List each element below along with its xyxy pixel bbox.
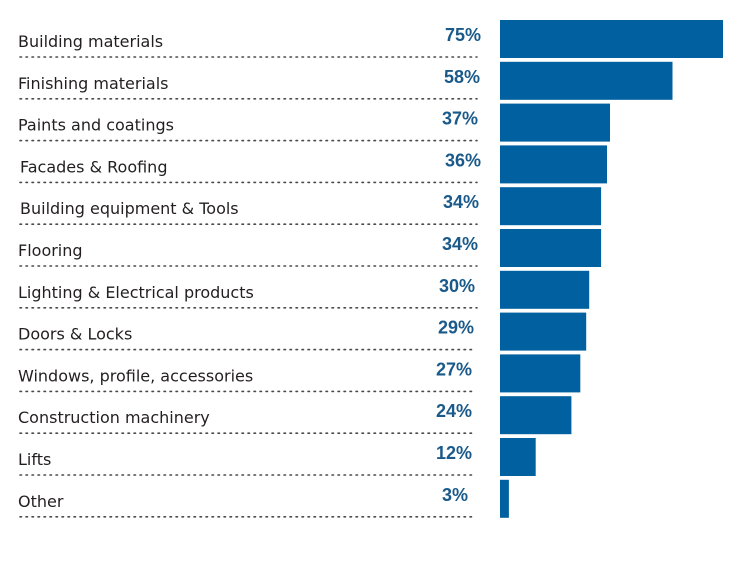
bar — [500, 396, 572, 435]
category-label: Building materials — [18, 32, 163, 51]
chart-row: Paints and coatings 37% — [18, 103, 610, 142]
chart-row: Flooring 34% — [18, 229, 602, 267]
bar — [500, 270, 590, 309]
value-label: 30% — [439, 276, 475, 296]
category-label: Flooring — [18, 241, 83, 260]
bar — [500, 145, 607, 184]
bar — [500, 61, 673, 100]
category-label: Doors & Locks — [18, 325, 132, 344]
bar — [500, 229, 602, 267]
category-label: Windows, profile, accessories — [18, 366, 253, 385]
value-label: 27% — [436, 359, 472, 379]
value-label: 24% — [436, 401, 472, 421]
bar — [500, 20, 723, 58]
category-label: Finishing materials — [18, 74, 169, 93]
value-label: 12% — [436, 443, 472, 463]
bar — [500, 354, 581, 393]
category-label: Lifts — [18, 450, 51, 469]
chart-row: Doors & Locks 29% — [18, 312, 587, 351]
value-label: 3% — [442, 485, 468, 505]
bar — [500, 187, 602, 226]
chart-row: Lighting & Electrical products 30% — [18, 270, 590, 309]
chart-row: Windows, profile, accessories 27% — [18, 354, 581, 393]
chart-row: Facades & Roofing 36% — [19, 145, 607, 184]
bar — [500, 312, 587, 351]
value-label: 34% — [442, 234, 478, 254]
category-label: Construction machinery — [18, 408, 210, 427]
category-label: Facades & Roofing — [20, 157, 167, 176]
category-label: Lighting & Electrical products — [18, 283, 254, 302]
value-label: 29% — [438, 318, 474, 338]
bar — [500, 103, 610, 142]
chart-row: Lifts 12% — [18, 438, 536, 476]
value-label: 75% — [445, 25, 481, 45]
value-label: 36% — [445, 150, 481, 170]
value-label: 37% — [442, 109, 478, 129]
chart-row: Other 3% — [18, 479, 509, 518]
chart-row: Finishing materials 58% — [18, 61, 673, 100]
chart-row: Building materials 75% — [18, 20, 723, 58]
bar — [500, 479, 509, 518]
chart-row: Construction machinery 24% — [18, 396, 572, 435]
category-label: Building equipment & Tools — [20, 199, 239, 218]
category-label: Other — [18, 492, 64, 511]
chart-rows: Building materials 75% Finishing materials… — [18, 20, 723, 518]
chart-row: Building equipment & Tools 34% — [19, 187, 602, 226]
value-label: 34% — [443, 192, 479, 212]
bar — [500, 438, 536, 476]
category-label: Paints and coatings — [18, 116, 174, 135]
value-label: 58% — [444, 67, 480, 87]
